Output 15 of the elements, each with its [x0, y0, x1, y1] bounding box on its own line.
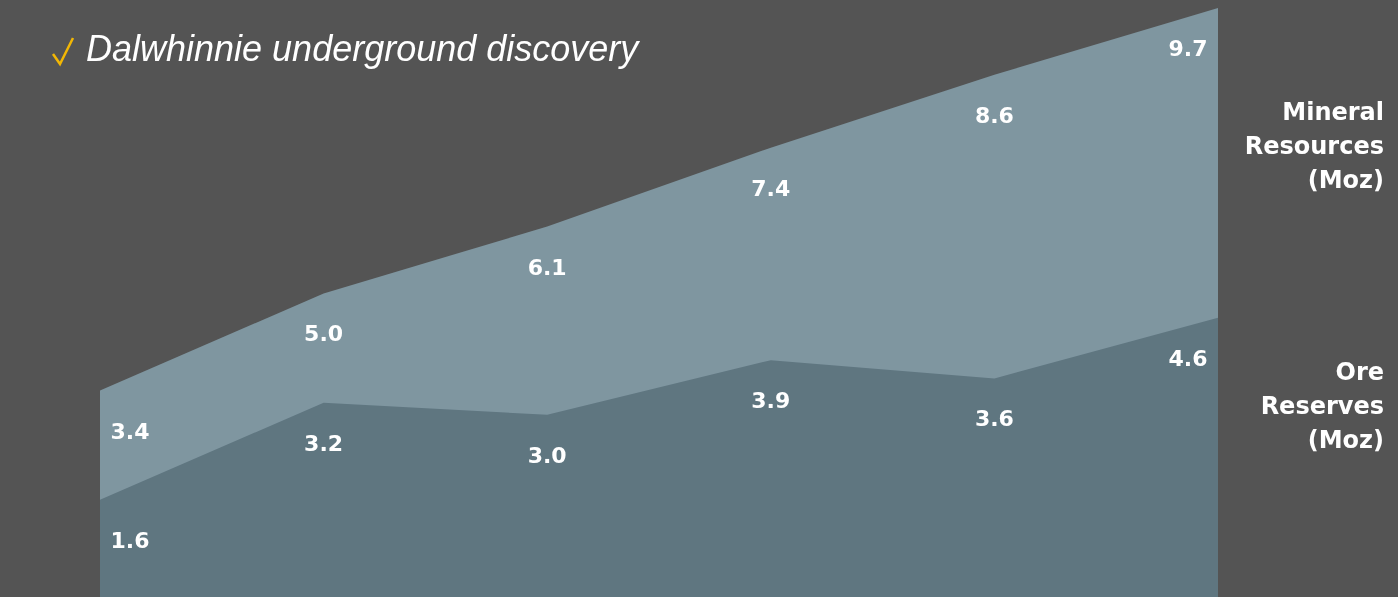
data-label: 3.6 — [974, 406, 1014, 432]
data-label: 3.4 — [110, 418, 150, 444]
text: Dalwhinnie underground discovery — [86, 28, 639, 70]
series-label: Mineral Resources (Moz) — [1243, 97, 1384, 196]
data-label: 5.0 — [304, 321, 344, 347]
series-label: Ore Reserves (Moz) — [1259, 357, 1384, 456]
data-label: 3.9 — [751, 388, 791, 414]
data-label: 7.4 — [751, 175, 791, 201]
data-label: 6.1 — [527, 254, 567, 280]
data-label: 1.6 — [110, 527, 150, 553]
data-label: 3.2 — [304, 430, 344, 456]
data-label: 4.6 — [1168, 345, 1208, 371]
data-label: 3.0 — [527, 442, 567, 468]
data-label: 9.7 — [1168, 36, 1208, 61]
data-label: 8.6 — [974, 102, 1014, 128]
